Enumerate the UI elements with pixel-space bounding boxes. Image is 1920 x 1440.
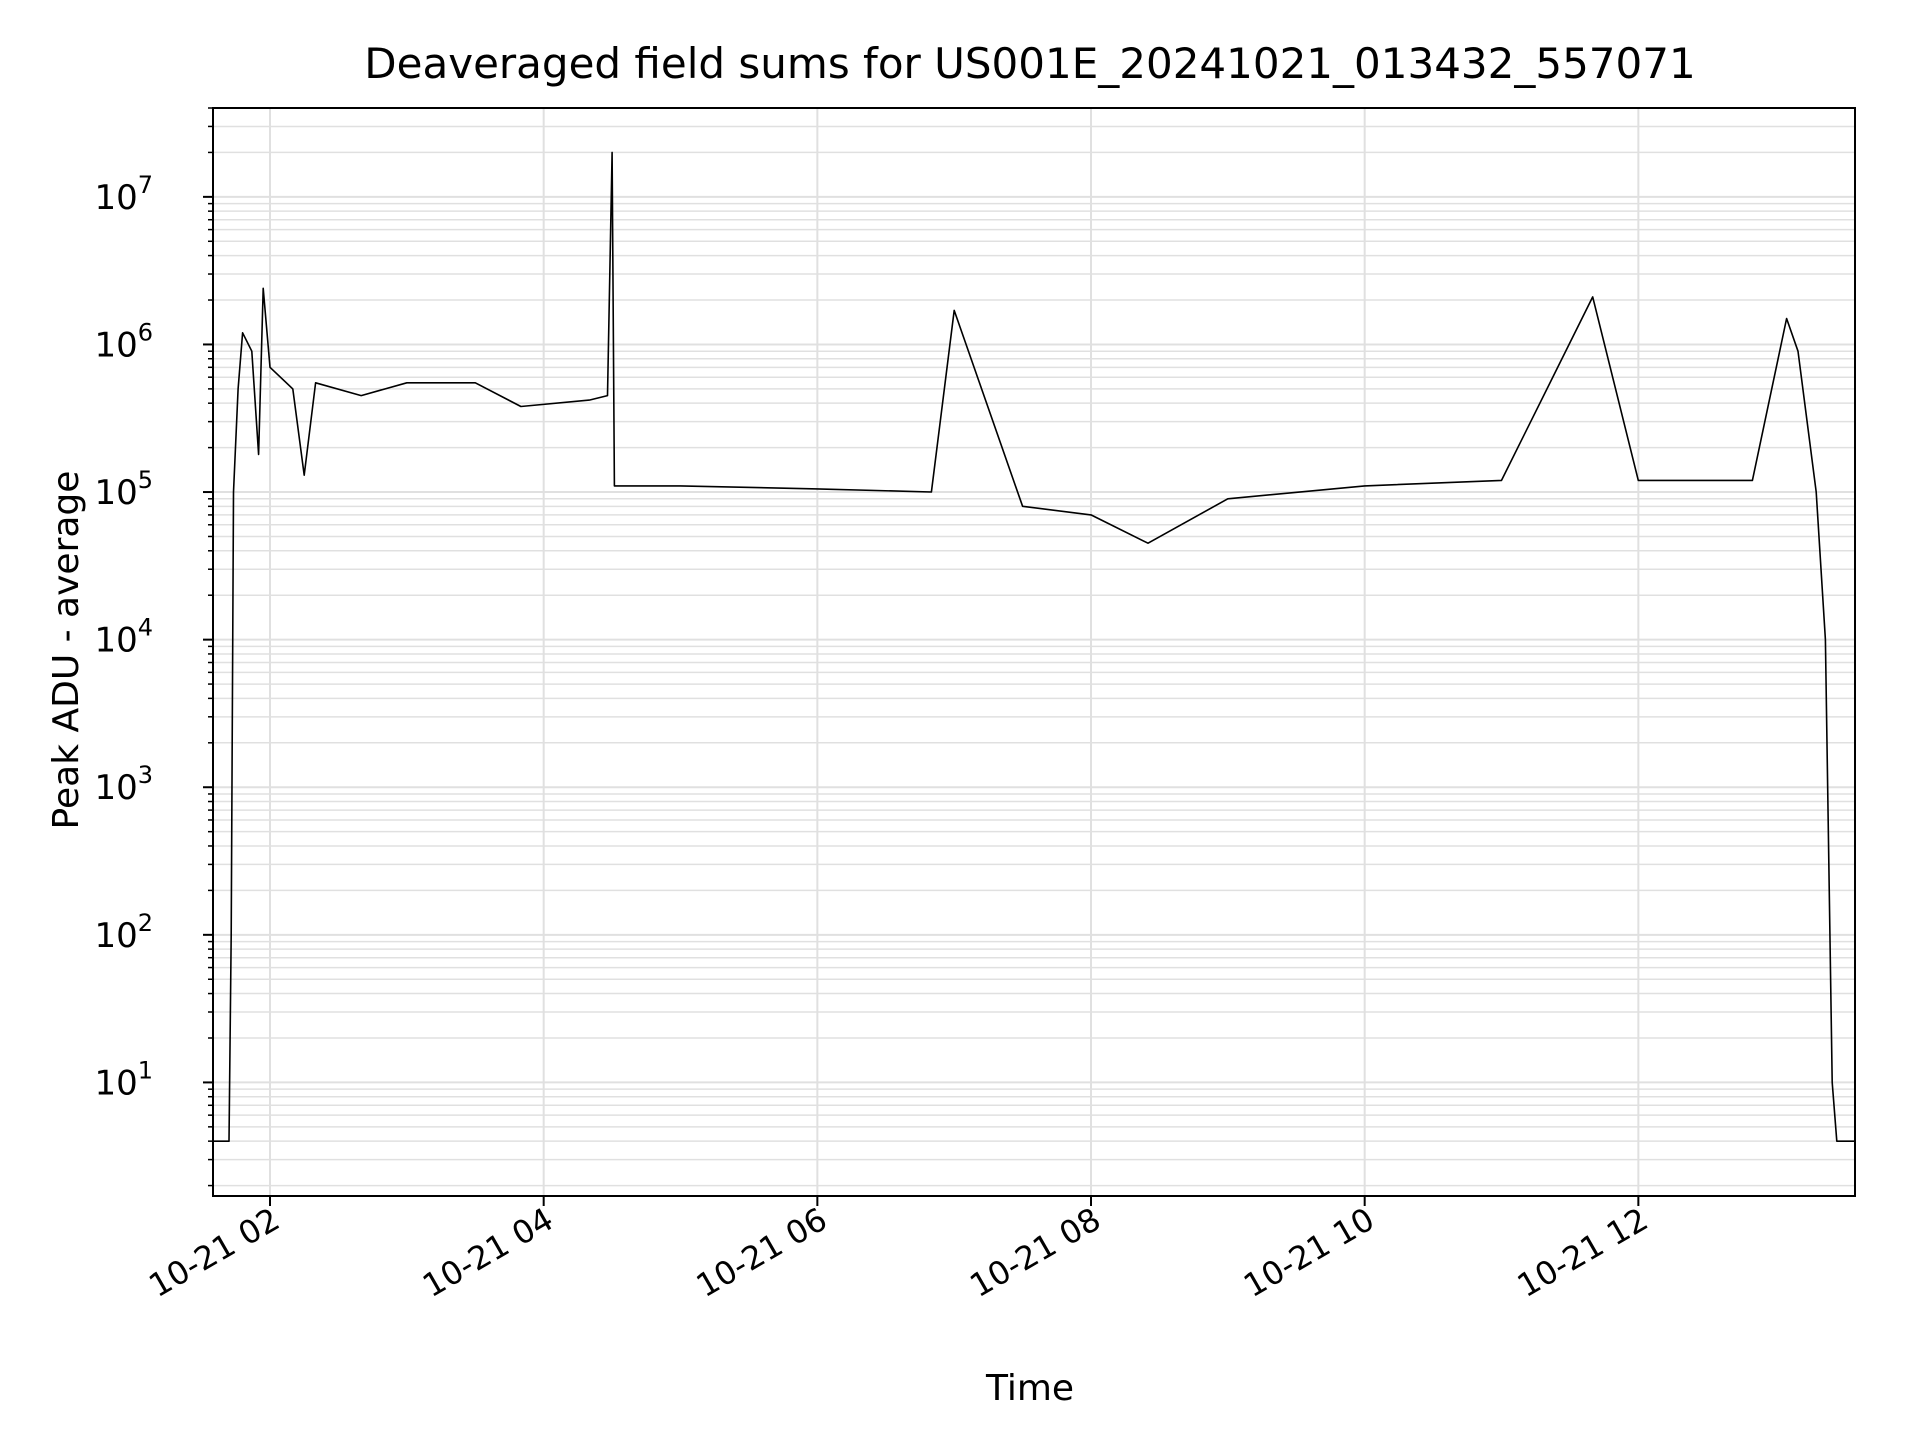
y-tick-exponent: 6 — [138, 318, 153, 346]
x-axis-label: Time — [985, 1368, 1074, 1409]
data-line — [213, 151, 1855, 1142]
series-line — [213, 151, 1855, 1142]
grid — [213, 107, 1855, 1196]
y-tick-exponent: 7 — [138, 171, 153, 199]
y-tick-exponent: 2 — [138, 909, 153, 937]
plot-frame — [212, 107, 1856, 1197]
y-tick-label: 101 — [94, 1056, 153, 1103]
y-axis-label: Peak ADU - average — [46, 471, 87, 830]
y-tick-label: 104 — [94, 614, 153, 661]
y-tick-exponent: 3 — [138, 761, 153, 789]
y-tick-exponent: 4 — [138, 614, 153, 642]
y-tick-exponent: 5 — [138, 466, 153, 494]
chart-title: Deaveraged field sums for US001E_2024102… — [364, 39, 1695, 88]
y-tick-exponent: 1 — [138, 1056, 153, 1084]
